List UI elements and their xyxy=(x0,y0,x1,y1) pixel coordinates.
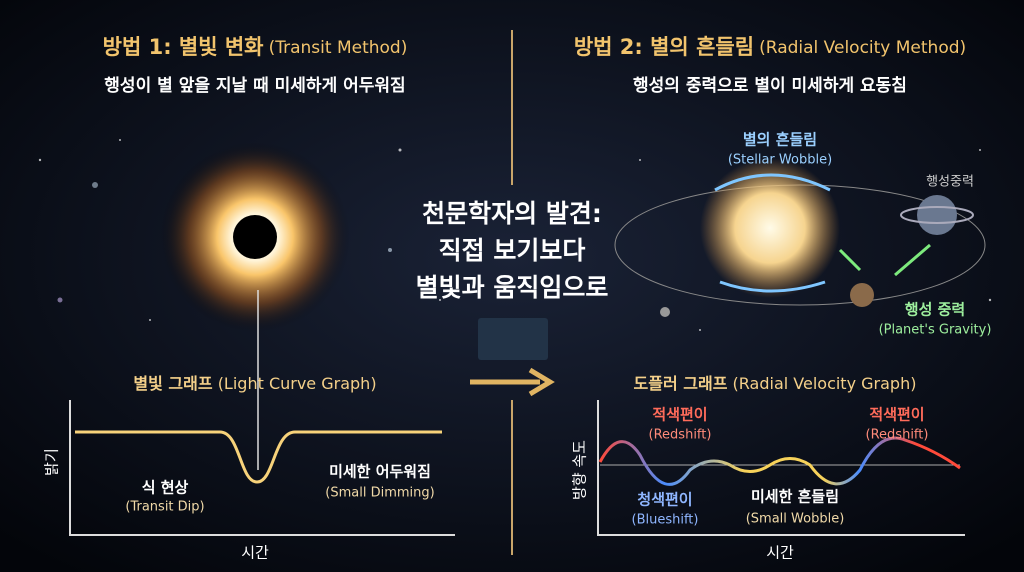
annotation-en: (Blueshift) xyxy=(632,513,699,528)
annotation-en: (Redshift) xyxy=(649,428,712,443)
annotation: 미세한 어두워짐 xyxy=(329,463,431,481)
annotation-en: (Redshift) xyxy=(866,428,929,443)
graph-title: 도플러 그래프 (Radial Velocity Graph) xyxy=(634,374,917,393)
title: 방법 1: 별빛 변화 (Transit Method) xyxy=(103,35,408,59)
title-en: (Transit Method) xyxy=(269,38,408,58)
annotation: 적색편이 xyxy=(652,406,707,424)
annotation-en: (Transit Dip) xyxy=(125,500,204,515)
wobble-arrows xyxy=(714,173,831,293)
annotation-en: (Small Wobble) xyxy=(746,512,845,527)
graph-title-en: (Radial Velocity Graph) xyxy=(733,374,917,393)
axes xyxy=(597,400,965,536)
velocity-curve xyxy=(598,436,961,486)
annotation: 식 현상 xyxy=(142,479,189,497)
title-text: 방법 2: 별의 흔들림 xyxy=(574,35,754,59)
axes xyxy=(69,400,455,536)
planet-ring xyxy=(900,206,974,224)
title: 방법 2: 별의 흔들림 (Radial Velocity Method) xyxy=(574,35,966,59)
light-curve xyxy=(75,430,442,484)
star xyxy=(700,158,840,298)
annotation: 미세한 흔들림 xyxy=(751,488,839,506)
y-label: 방향 속도 xyxy=(571,440,589,500)
annotation-en: (Small Dimming) xyxy=(325,486,434,501)
label-en: (Stellar Wobble) xyxy=(728,153,832,168)
graph-title-text: 도플러 그래프 xyxy=(634,374,728,393)
stars xyxy=(38,139,992,331)
graph-title-en: (Light Curve Graph) xyxy=(218,374,377,393)
subtitle: 행성이 별 앞을 지날 때 미세하게 어두워짐 xyxy=(104,76,405,96)
arrow xyxy=(470,367,555,397)
annotation: 청색편이 xyxy=(637,491,692,509)
label: 별의 흔들림 xyxy=(743,131,817,149)
annotation: 적색편이 xyxy=(869,406,924,424)
graph-title-text: 별빛 그래프 xyxy=(133,374,212,393)
label: 행성 중력 xyxy=(905,301,965,319)
x-label: 시간 xyxy=(241,544,269,562)
moon xyxy=(660,307,670,317)
x-label: 시간 xyxy=(766,544,794,562)
label: 행성중력 xyxy=(926,174,974,190)
y-label: 밝기 xyxy=(43,448,61,476)
label-en: (Planet's Gravity) xyxy=(879,323,992,338)
subtitle: 행성의 중력으로 별이 미세하게 요동침 xyxy=(633,75,907,96)
center-text: 직접 보기보다 xyxy=(439,236,586,265)
graph-title: 별빛 그래프 (Light Curve Graph) xyxy=(133,374,376,393)
astronomer-icon xyxy=(478,318,548,360)
title-text: 방법 1: 별빛 변화 xyxy=(103,35,265,59)
title-en: (Radial Velocity Method) xyxy=(759,38,966,58)
center-text: 천문학자의 발견: xyxy=(422,199,602,228)
center-text: 별빛과 움직임으로 xyxy=(416,273,609,302)
gravity-arrows xyxy=(838,243,931,277)
small-planet xyxy=(850,283,874,307)
planet-disk xyxy=(233,215,277,259)
planet xyxy=(917,195,957,235)
